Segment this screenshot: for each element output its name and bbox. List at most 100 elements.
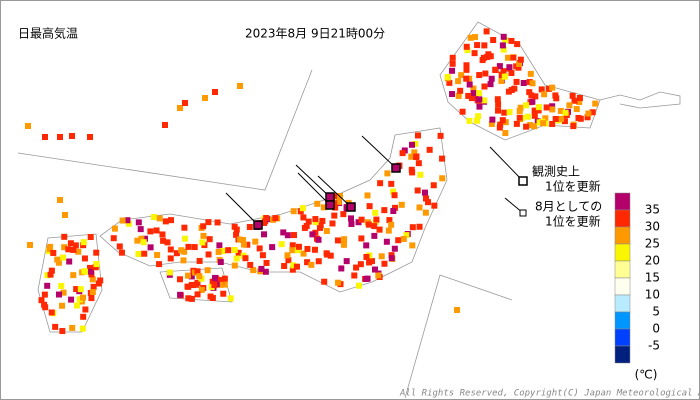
station xyxy=(540,120,547,127)
station xyxy=(340,241,347,248)
station xyxy=(219,248,226,255)
station xyxy=(542,115,549,122)
station xyxy=(125,220,132,227)
station xyxy=(89,276,96,283)
station xyxy=(357,261,364,268)
station xyxy=(571,97,578,104)
station xyxy=(496,63,503,70)
station xyxy=(87,234,94,241)
station xyxy=(513,120,520,127)
station xyxy=(305,218,312,225)
station xyxy=(366,203,373,210)
station xyxy=(70,272,77,279)
station xyxy=(527,70,534,77)
station xyxy=(166,269,173,276)
station xyxy=(236,236,243,243)
station xyxy=(180,257,187,264)
station xyxy=(524,113,531,120)
station xyxy=(293,263,300,270)
station xyxy=(285,257,292,264)
station xyxy=(206,236,213,243)
station xyxy=(516,114,523,121)
station xyxy=(358,216,365,223)
station xyxy=(250,267,257,274)
station xyxy=(321,278,328,285)
station xyxy=(523,123,530,130)
station xyxy=(159,231,166,238)
station xyxy=(162,122,168,128)
scale-box xyxy=(614,260,631,279)
station xyxy=(414,132,421,139)
station xyxy=(446,79,453,86)
station xyxy=(185,272,192,279)
station xyxy=(417,171,424,178)
station xyxy=(50,249,57,256)
station xyxy=(414,187,421,194)
station xyxy=(476,72,483,79)
station xyxy=(465,92,472,99)
station xyxy=(576,95,583,102)
station xyxy=(378,253,385,260)
station xyxy=(589,109,596,116)
station xyxy=(61,244,68,251)
station xyxy=(531,112,538,119)
scale-unit: (℃) xyxy=(635,368,658,382)
station xyxy=(449,91,456,98)
station xyxy=(281,263,288,270)
station xyxy=(314,200,321,207)
record-all-time-icon xyxy=(518,176,528,186)
station xyxy=(81,255,88,262)
station xyxy=(488,120,495,127)
station xyxy=(87,134,93,140)
station xyxy=(256,245,263,252)
station xyxy=(66,258,73,265)
station xyxy=(233,231,240,238)
station xyxy=(47,271,54,278)
station xyxy=(67,240,74,247)
station xyxy=(495,101,502,108)
station xyxy=(366,259,373,266)
station xyxy=(315,258,322,265)
station xyxy=(412,140,419,147)
station xyxy=(60,289,67,296)
station xyxy=(426,146,433,153)
station xyxy=(147,244,154,251)
station xyxy=(135,250,142,257)
station xyxy=(413,154,420,161)
station xyxy=(502,130,509,137)
station xyxy=(372,209,379,216)
station xyxy=(444,74,451,81)
station xyxy=(408,153,415,160)
datetime: 2023年8月 9日21時00分 xyxy=(245,27,385,41)
station xyxy=(421,189,428,196)
station xyxy=(69,324,76,331)
station xyxy=(207,293,214,300)
station xyxy=(184,283,191,290)
station xyxy=(315,236,322,243)
station xyxy=(194,291,201,298)
station xyxy=(196,273,203,280)
station xyxy=(204,267,211,274)
station xyxy=(381,260,388,267)
station xyxy=(88,268,95,275)
station xyxy=(303,223,310,230)
station xyxy=(261,231,268,238)
station xyxy=(278,241,285,248)
station xyxy=(214,219,221,226)
station xyxy=(88,295,95,302)
station xyxy=(280,229,287,236)
station xyxy=(77,286,84,293)
station xyxy=(38,297,45,304)
station xyxy=(41,301,48,308)
station xyxy=(167,246,174,253)
station xyxy=(198,286,205,293)
station xyxy=(487,81,494,88)
station xyxy=(153,227,160,234)
station xyxy=(351,272,358,279)
station xyxy=(80,239,87,246)
scale-label: -5 xyxy=(648,339,660,353)
station xyxy=(513,78,520,85)
station xyxy=(181,224,188,231)
station xyxy=(388,255,395,262)
station xyxy=(529,80,536,87)
